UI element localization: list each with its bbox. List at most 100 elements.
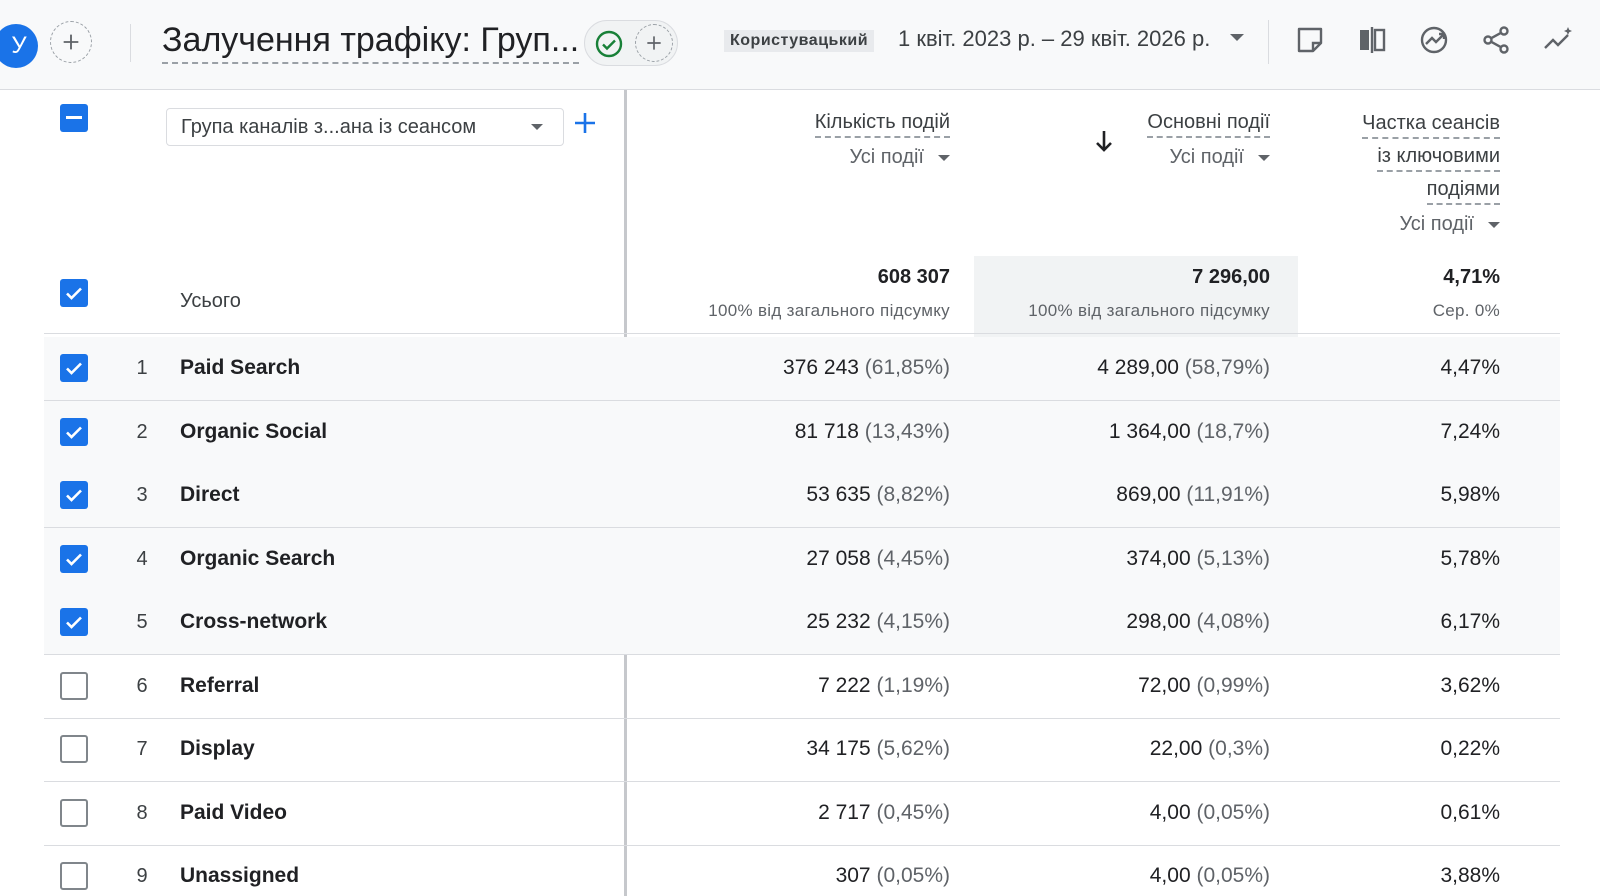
table-row[interactable]: 6 Referral 7 222 (1,19%) 72,00 (0,99%) 3,62% (44, 655, 1560, 719)
metric-value: 869,00 (1116, 483, 1181, 506)
channel-name[interactable]: Display (180, 737, 255, 760)
metric-percent: (4,08%) (1196, 610, 1270, 633)
metric-cell: 298,00 (4,08%) (964, 610, 1270, 634)
check-circle-icon[interactable] (595, 30, 623, 58)
metric-percent: (8,82%) (876, 483, 950, 506)
add-dimension-plus-icon[interactable] (572, 110, 598, 136)
metric-percent: (0,05%) (1196, 864, 1270, 887)
metric-header-session-key-event-rate[interactable]: Частка сеансів із ключовими подіями Усі … (1280, 108, 1500, 240)
metric-value: 22,00 (1149, 737, 1203, 760)
channel-name[interactable]: Referral (180, 673, 260, 697)
metric-name[interactable]: Кількість подій (814, 108, 950, 138)
channel-name[interactable]: Organic Search (180, 546, 336, 570)
plus-icon (63, 34, 79, 50)
table-row[interactable]: 5 Cross-network 25 232 (4,15%) 298,00 (4,08… (44, 591, 1560, 655)
metric-name-line[interactable]: подіями (1426, 175, 1500, 205)
row-checkbox[interactable] (60, 354, 88, 382)
totals-checkbox[interactable] (60, 279, 88, 307)
date-range[interactable]: 1 квіт. 2023 р. – 29 квіт. 2026 р. (898, 26, 1211, 51)
metric-percent: (0,99%) (1196, 673, 1270, 697)
row-index: 6 (136, 674, 148, 697)
metric-value: 0,61% (1440, 800, 1500, 824)
report-header: У Залучення трафіку: Груп... Користуваць… (0, 0, 1600, 90)
insights-note-icon[interactable] (1292, 22, 1328, 58)
select-all-checkbox[interactable] (60, 104, 88, 132)
metric-cell: 307 (0,05%) (644, 864, 950, 888)
row-checkbox[interactable] (60, 735, 88, 763)
dimension-caret-icon (531, 124, 543, 130)
metric-name-line[interactable]: Частка сеансів (1362, 109, 1500, 139)
row-index: 4 (136, 547, 148, 570)
metric-cell: 4,00 (0,05%) (964, 801, 1270, 825)
compare-columns-icon[interactable] (1354, 22, 1390, 58)
metric-cell: 7 222 (1,19%) (644, 674, 950, 698)
row-checkbox[interactable] (60, 417, 88, 446)
metric-filter-dropdown[interactable]: Усі події (849, 146, 950, 169)
sorted-column-highlight (974, 256, 1298, 342)
row-checkbox[interactable] (60, 671, 88, 700)
row-checkbox[interactable] (60, 544, 88, 573)
metric-cell: 22,00 (0,3%) (964, 737, 1270, 761)
channel-name[interactable]: Cross-network (180, 610, 328, 633)
add-filter-button[interactable] (635, 24, 673, 62)
metric-header-key-events[interactable]: Основні події Усі події (1000, 108, 1270, 169)
table-row[interactable]: 2 Organic Social 81 718 (13,43%) 1 364,00 (… (44, 400, 1560, 465)
dimension-selector-label: Група каналів з...ана із сеансом (181, 115, 477, 138)
metric-percent: (11,91%) (1186, 483, 1270, 506)
add-comparison-button[interactable] (50, 21, 92, 63)
row-checkbox[interactable] (60, 798, 88, 827)
row-checkbox[interactable] (60, 481, 88, 509)
table-row[interactable]: 1 Paid Search 376 243 (61,85%) 4 289,00 (58… (44, 337, 1560, 401)
date-dropdown-caret-icon[interactable] (1230, 34, 1244, 41)
metric-cell: 72,00 (0,99%) (964, 674, 1270, 698)
metric-percent: (0,05%) (876, 864, 950, 887)
metric-name[interactable]: Основні події (1147, 108, 1270, 138)
metric-percent: (0,45%) (876, 800, 950, 824)
segment-avatar[interactable]: У (0, 24, 38, 68)
metric-value: 374,00 (1126, 546, 1191, 570)
row-checkbox[interactable] (60, 862, 88, 890)
metric-filter-label: Усі події (1169, 146, 1244, 168)
metric-cell: 0,22% (1300, 737, 1500, 761)
metric-percent: (4,15%) (876, 610, 950, 633)
metric-value: 1 364,00 (1108, 419, 1191, 443)
table-row[interactable]: 3 Direct 53 635 (8,82%) 869,00 (11,91%) 5,98… (44, 464, 1560, 528)
dimension-selector[interactable]: Група каналів з...ана із сеансом (166, 108, 564, 146)
table-row[interactable]: 4 Organic Search 27 058 (4,45%) 374,00 (5,1… (44, 527, 1560, 592)
channel-name[interactable]: Paid Search (180, 356, 301, 379)
metric-value: 81 718 (794, 419, 859, 443)
metric-cell: 2 717 (0,45%) (644, 801, 950, 825)
metric-value: 4 289,00 (1097, 356, 1179, 379)
row-index: 9 (136, 865, 148, 887)
table-row[interactable]: 7 Display 34 175 (5,62%) 22,00 (0,3%) 0,22% (44, 718, 1560, 782)
share-icon[interactable] (1478, 22, 1514, 58)
metric-value: 3,88% (1440, 864, 1500, 887)
insights-chart-icon[interactable] (1416, 22, 1452, 58)
metric-cell: 869,00 (11,91%) (964, 483, 1270, 507)
dropdown-caret-icon (1488, 221, 1500, 228)
channel-name[interactable]: Organic Social (180, 419, 328, 443)
totals-row (44, 250, 1560, 334)
metric-value: 7 222 (818, 673, 871, 697)
channel-name[interactable]: Direct (180, 483, 240, 506)
metric-name-line[interactable]: із ключовими (1377, 142, 1500, 172)
channel-name[interactable]: Paid Video (180, 800, 287, 824)
metric-cell: 27 058 (4,45%) (644, 547, 950, 571)
metric-cell: 7,24% (1300, 420, 1500, 444)
metric-filter-dropdown[interactable]: Усі події (1169, 146, 1270, 169)
sort-descending-arrow-icon[interactable] (1092, 128, 1116, 154)
metric-header-event-count[interactable]: Кількість подій Усі події (660, 108, 950, 169)
metric-filter-dropdown[interactable]: Усі події (1399, 209, 1500, 240)
total-value: 608 307 (877, 266, 950, 288)
trend-sparkle-icon[interactable] (1540, 22, 1576, 58)
date-preset-label[interactable]: Користувацький (724, 30, 875, 52)
table-row[interactable]: 8 Paid Video 2 717 (0,45%) 4,00 (0,05%) 0,61… (44, 782, 1560, 846)
channel-name[interactable]: Unassigned (180, 864, 300, 887)
metric-value: 6,17% (1440, 610, 1500, 633)
row-checkbox[interactable] (60, 608, 88, 636)
metric-cell: 6,17% (1300, 610, 1500, 634)
report-table: Група каналів з...ана із сеансом Кількіс… (0, 90, 1600, 896)
table-row[interactable]: 9 Unassigned 307 (0,05%) 4,00 (0,05%) 3,88% (44, 845, 1560, 896)
report-title[interactable]: Залучення трафіку: Груп... (162, 20, 580, 64)
metric-cell: 5,98% (1300, 483, 1500, 507)
